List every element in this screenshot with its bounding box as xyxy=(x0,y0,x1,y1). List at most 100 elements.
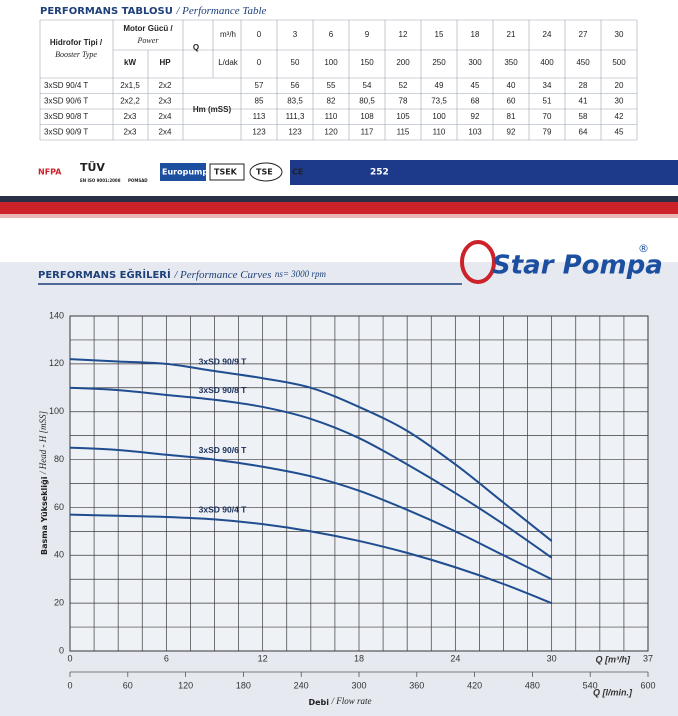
table-cell: 105 xyxy=(396,112,410,121)
table-cell: 2x2,2 xyxy=(120,96,140,105)
y-tick-label: 120 xyxy=(49,358,64,368)
y-tick-label: 20 xyxy=(54,598,64,608)
table-cell: 300 xyxy=(468,58,482,67)
table-cell: 500 xyxy=(612,58,626,67)
table-cell: 2x2 xyxy=(159,81,172,90)
x2-axis-label-tr: Debi xyxy=(308,698,329,707)
table-cell: 110 xyxy=(325,112,338,121)
table-cell: 18 xyxy=(471,30,480,39)
y-axis-label-tr: Basma Yüksekliği xyxy=(40,476,49,555)
table-cell: 3 xyxy=(293,30,298,39)
table-cell: 60 xyxy=(507,96,516,105)
table-cell: 21 xyxy=(507,30,516,39)
table-cell: 0 xyxy=(257,58,262,67)
y-axis-label-en: / Head - H [mSS] xyxy=(38,410,48,474)
table-cell: 15 xyxy=(435,30,444,39)
x2-unit: Q [l/min.] xyxy=(593,687,633,697)
x2-tick-label: 420 xyxy=(467,680,482,690)
table-cell: 3xSD 90/8 T xyxy=(44,112,88,121)
table-cell: L/dak xyxy=(218,58,239,67)
table-cell: 123 xyxy=(252,127,266,136)
table-cell: 45 xyxy=(471,81,480,90)
curve-label: 3xSD 90/8 T xyxy=(199,385,248,395)
table-cell: 73,5 xyxy=(431,96,447,105)
table-cell: 92 xyxy=(471,112,480,121)
x-tick-label: 12 xyxy=(258,653,268,663)
table-cell: 200 xyxy=(396,58,410,67)
table-cell: 30 xyxy=(615,30,624,39)
table-cell: 111,3 xyxy=(286,112,305,121)
table-cell: 40 xyxy=(507,81,516,90)
table-cell: 24 xyxy=(543,30,552,39)
x-tick-label: 24 xyxy=(450,653,460,663)
curve-label: 3xSD 90/9 T xyxy=(199,356,248,366)
x2-tick-label: 60 xyxy=(123,680,133,690)
logo: CE xyxy=(292,168,303,177)
table-cell: 2x3 xyxy=(159,96,172,105)
table-cell: 2x3 xyxy=(124,127,137,136)
table-cell: 350 xyxy=(504,58,518,67)
table-cell: 52 xyxy=(399,81,408,90)
x-axis-label: Q [m³/h] xyxy=(596,654,631,664)
table-cell: 12 xyxy=(399,30,408,39)
table-title-en: / Performance Table xyxy=(175,5,266,17)
table-cell: 83,5 xyxy=(287,96,303,105)
table-cell: 100 xyxy=(324,58,338,67)
x2-tick-label: 0 xyxy=(67,680,72,690)
stripe xyxy=(0,214,678,218)
table-cell: Hidrofor Tipi / xyxy=(50,38,103,47)
curve-label: 3xSD 90/6 T xyxy=(199,445,248,455)
x-tick-label: 0 xyxy=(67,653,72,663)
table-cell: 41 xyxy=(579,96,588,105)
table-cell: 92 xyxy=(507,127,516,136)
chart-title: PERFORMANS EĞRİLERİ / Performance Curves… xyxy=(38,267,326,281)
table-cell: 2x4 xyxy=(159,127,172,136)
table-cell: Hm (mSS) xyxy=(193,105,232,114)
table-title-tr: PERFORMANS TABLOSU xyxy=(40,6,173,17)
table-cell: 80,5 xyxy=(359,96,375,105)
table-cell: 45 xyxy=(615,127,624,136)
table-cell: HP xyxy=(159,58,171,67)
chart-speed: ns= 3000 rpm xyxy=(275,269,327,279)
table-title: PERFORMANS TABLOSU / Performance Table xyxy=(40,5,267,17)
x-tick-label: 18 xyxy=(354,653,364,663)
table-cell: 55 xyxy=(327,81,336,90)
logo: EN ISO 9001:2008 xyxy=(80,178,121,183)
table-cell: 450 xyxy=(576,58,590,67)
chart-title-en: / Performance Curves xyxy=(173,269,271,281)
logo: TSEK xyxy=(214,168,238,177)
brand-name: Star Pompa xyxy=(492,251,663,281)
y-tick-label: 60 xyxy=(54,502,64,512)
table-cell: 113 xyxy=(253,112,266,121)
curve xyxy=(69,358,553,542)
chart-title-tr: PERFORMANS EĞRİLERİ xyxy=(38,267,171,281)
table-cell: 2x3 xyxy=(124,112,137,121)
page-bar xyxy=(290,160,678,185)
table-cell: 123 xyxy=(288,127,302,136)
table-cell: 115 xyxy=(397,127,410,136)
table-cell: Booster Type xyxy=(55,50,97,59)
table-cell: 20 xyxy=(615,81,624,90)
table-cell: 64 xyxy=(579,127,588,136)
table-cell: 30 xyxy=(615,96,624,105)
table-cell: Motor Gücü / xyxy=(123,24,173,33)
x2-axis-label-en: / Flow rate xyxy=(331,696,372,706)
table-cell: 2x4 xyxy=(159,112,172,121)
table-cell: 120 xyxy=(324,127,338,136)
x-tick-label: 37 xyxy=(643,653,653,663)
x2-tick-label: 480 xyxy=(525,680,540,690)
table-cell: 3xSD 90/4 T xyxy=(44,81,88,90)
table-cell: 6 xyxy=(329,30,334,39)
brand-mark: ® xyxy=(638,242,649,255)
table-cell: 3xSD 90/9 T xyxy=(44,127,88,136)
x2-tick-label: 120 xyxy=(178,680,193,690)
table-cell: 117 xyxy=(361,127,374,136)
curve xyxy=(69,386,553,559)
logo: Europump xyxy=(162,168,208,177)
table-cell: 85 xyxy=(255,96,264,105)
table-cell: 51 xyxy=(543,96,552,105)
table-cell: 56 xyxy=(291,81,300,90)
x2-tick-label: 180 xyxy=(236,680,251,690)
x-tick-label: 6 xyxy=(164,653,169,663)
